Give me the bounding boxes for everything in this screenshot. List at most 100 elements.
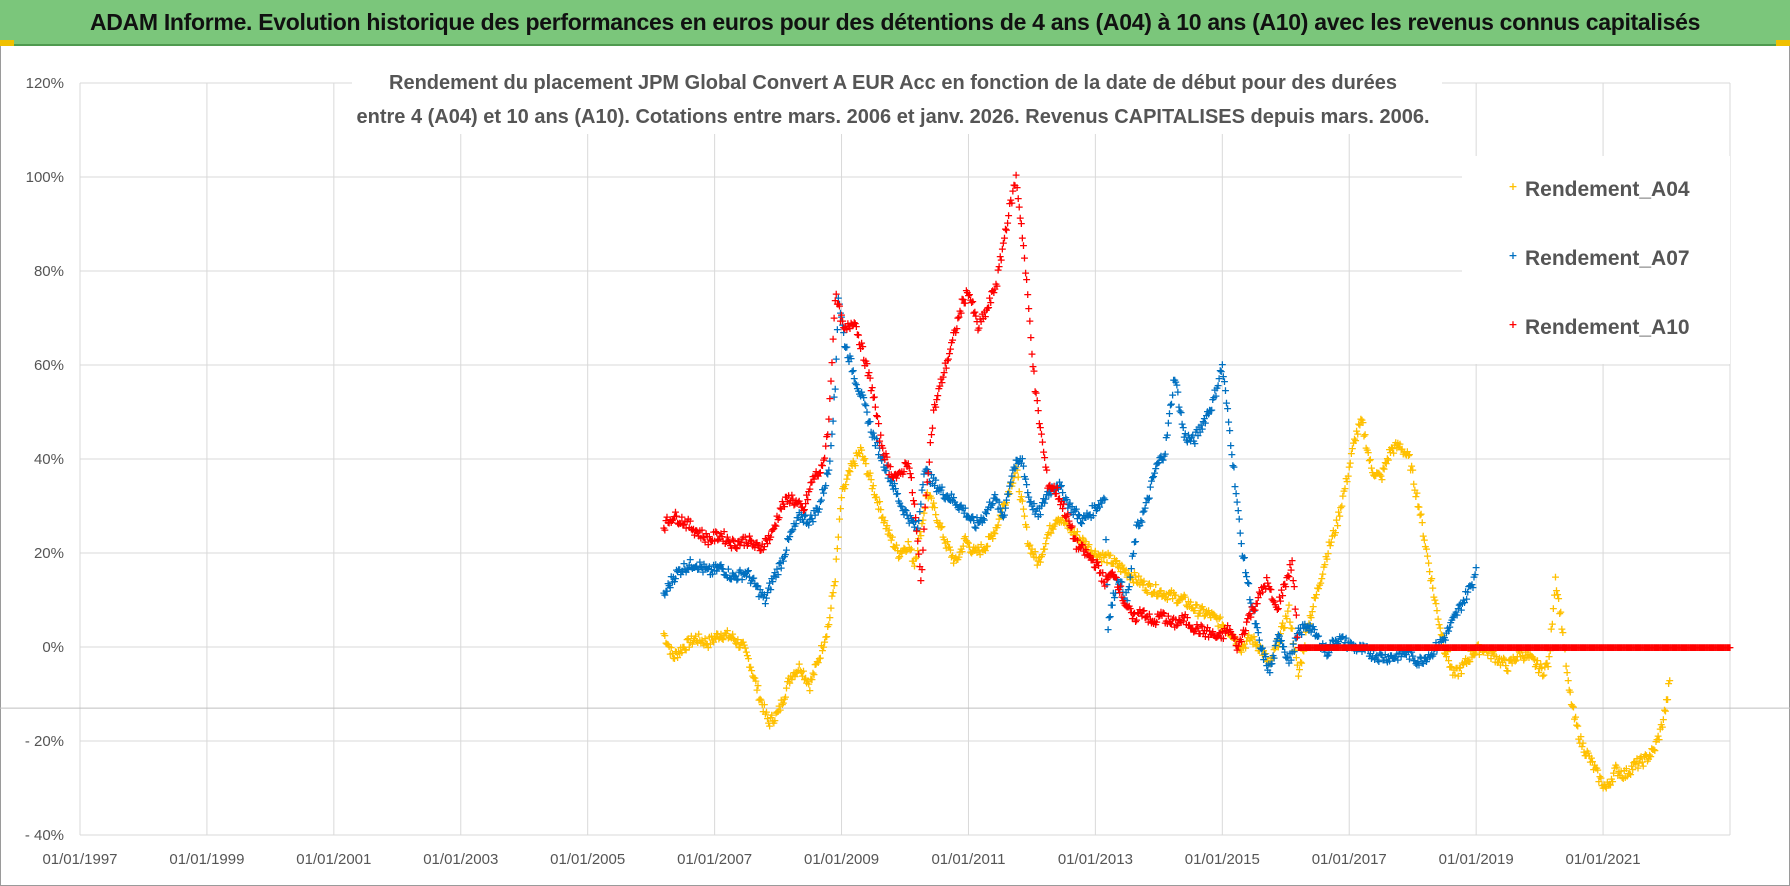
data-point: +	[1582, 749, 1591, 762]
data-point: +	[942, 490, 951, 503]
data-point: +	[974, 545, 983, 558]
data-point: +	[1580, 749, 1589, 762]
series-Rendement_A04: ++++++++++++++++++++++++++++++++++++++++…	[659, 412, 1674, 794]
data-point: +	[1084, 538, 1093, 551]
data-point: +	[690, 528, 699, 541]
data-point: +	[1147, 474, 1156, 487]
data-point: +	[689, 523, 698, 536]
data-point: +	[1160, 449, 1169, 462]
data-point: +	[937, 481, 946, 494]
data-point: +	[1066, 526, 1075, 539]
data-point: +	[1025, 538, 1034, 551]
data-point: +	[860, 397, 869, 410]
data-point: +	[1220, 375, 1229, 388]
data-point: +	[1378, 653, 1387, 666]
data-point: +	[876, 451, 885, 464]
data-point: +	[950, 552, 959, 565]
data-point: +	[1347, 636, 1356, 649]
data-point: +	[944, 540, 953, 553]
data-point: +	[890, 540, 899, 553]
data-point: +	[751, 537, 760, 550]
data-point: +	[1124, 567, 1133, 580]
data-point: +	[1171, 589, 1180, 602]
data-point: +	[1176, 406, 1185, 419]
data-point: +	[1195, 426, 1204, 439]
data-point: +	[1393, 654, 1402, 667]
data-point: +	[750, 671, 759, 684]
data-point: +	[1097, 555, 1106, 568]
data-point: +	[1645, 748, 1654, 761]
data-point: +	[743, 649, 752, 662]
data-point: +	[1113, 573, 1122, 586]
data-point: +	[1531, 660, 1540, 673]
data-point: +	[922, 489, 931, 502]
data-point: +	[1510, 653, 1519, 666]
data-point: +	[773, 513, 782, 526]
data-point: +	[769, 522, 778, 535]
data-point: +	[724, 535, 733, 548]
data-point: +	[1158, 453, 1167, 466]
data-point: +	[703, 638, 712, 651]
data-point: +	[702, 637, 711, 650]
data-point: +	[1469, 649, 1478, 662]
data-point: +	[1419, 530, 1428, 543]
data-point: +	[1315, 639, 1324, 652]
data-point: +	[1301, 625, 1310, 638]
data-point: +	[952, 498, 961, 511]
data-point: +	[1284, 599, 1293, 612]
data-point: +	[944, 493, 953, 506]
data-point: +	[780, 550, 789, 563]
data-point: +	[1322, 553, 1331, 566]
data-point: +	[1227, 631, 1236, 644]
data-point: +	[1167, 584, 1176, 597]
data-point: +	[1384, 453, 1393, 466]
data-point: +	[687, 522, 696, 535]
data-point: +	[1060, 517, 1069, 530]
data-point: +	[1472, 644, 1481, 657]
data-point: +	[1499, 652, 1508, 665]
data-point: +	[875, 441, 884, 454]
legend-marker: +	[1508, 318, 1517, 331]
data-point: +	[910, 520, 919, 533]
data-point: +	[1374, 655, 1383, 668]
data-point: +	[1275, 630, 1284, 643]
data-point: +	[1348, 641, 1357, 654]
data-point: +	[873, 436, 882, 449]
data-point: +	[758, 538, 767, 551]
data-point: +	[1388, 652, 1397, 665]
data-point: +	[1240, 551, 1249, 564]
data-point: +	[748, 669, 757, 682]
data-point: +	[963, 510, 972, 523]
data-point: +	[1250, 635, 1259, 648]
data-point: +	[850, 457, 859, 470]
data-point: +	[1045, 519, 1054, 532]
data-point: +	[1150, 466, 1159, 479]
data-point: +	[889, 483, 898, 496]
data-point: +	[1004, 487, 1013, 500]
data-point: +	[1444, 654, 1453, 667]
data-point: +	[1584, 747, 1593, 760]
data-point: +	[966, 514, 975, 527]
data-point: +	[762, 706, 771, 719]
data-point: +	[1016, 452, 1025, 465]
data-point: +	[1283, 605, 1292, 618]
data-point: +	[992, 521, 1001, 534]
data-point: +	[785, 676, 794, 689]
data-point: +	[999, 510, 1008, 523]
data-point: +	[1001, 498, 1010, 511]
data-point: +	[1227, 448, 1236, 461]
data-point: +	[1347, 447, 1356, 460]
data-point: +	[1655, 733, 1664, 746]
data-point: +	[853, 449, 862, 462]
data-point: +	[680, 563, 689, 576]
data-point: +	[1186, 595, 1195, 608]
data-point: +	[1095, 549, 1104, 562]
data-point: +	[1328, 530, 1337, 543]
data-point: +	[1116, 565, 1125, 578]
data-point: +	[669, 513, 678, 526]
data-point: +	[702, 561, 711, 574]
data-point: +	[1076, 516, 1085, 529]
data-point: +	[858, 388, 867, 401]
data-point: +	[917, 563, 926, 576]
x-tick-label: 01/01/2003	[423, 851, 498, 868]
